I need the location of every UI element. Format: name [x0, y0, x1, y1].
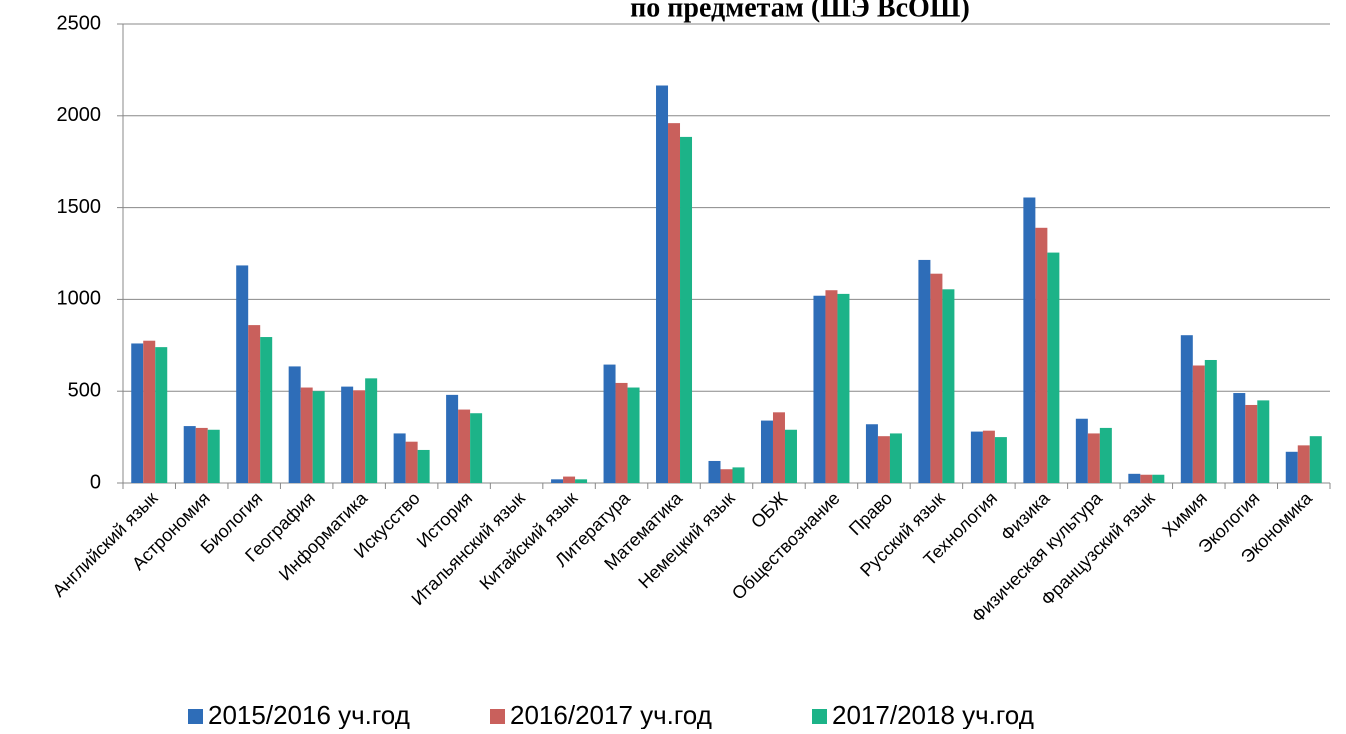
bar [656, 85, 669, 484]
x-tick-label: Химия [1158, 488, 1211, 541]
bar [720, 469, 733, 483]
y-tick-label: 1000 [57, 288, 102, 310]
bar [760, 420, 773, 483]
bar [288, 366, 301, 483]
bar [1023, 197, 1036, 483]
legend-label: 2016/2017 уч.год [510, 700, 712, 729]
bar [183, 426, 196, 483]
bar [341, 386, 354, 483]
y-tick-label: 1500 [57, 196, 102, 218]
bar [930, 273, 943, 483]
bar [195, 427, 208, 483]
x-tick-label: Немецкий язык [634, 488, 738, 592]
bar [680, 136, 693, 483]
bar [248, 325, 261, 483]
bar [889, 433, 902, 483]
bar [732, 467, 745, 483]
bar [603, 364, 616, 483]
bar [1180, 335, 1193, 483]
bar [575, 479, 588, 483]
bar [207, 429, 220, 483]
legend-label: 2015/2016 уч.год [208, 700, 410, 729]
y-tick-label: 2500 [57, 12, 102, 34]
bar [918, 259, 931, 483]
bar [446, 394, 459, 483]
bar [405, 441, 418, 483]
bar [942, 289, 955, 483]
bar [300, 387, 313, 483]
bar [260, 337, 273, 483]
bar [417, 449, 430, 483]
bar [563, 476, 576, 483]
y-tick-label: 500 [68, 379, 101, 401]
bar [1297, 445, 1310, 483]
bar [627, 387, 640, 483]
bar [131, 343, 144, 483]
bar [1233, 393, 1246, 483]
y-tick-label: 0 [90, 471, 101, 493]
bar [1309, 436, 1322, 483]
bar [668, 123, 681, 484]
bar [1192, 365, 1205, 483]
bar [1204, 359, 1217, 483]
bar [393, 433, 406, 483]
bar [143, 340, 156, 483]
bar [312, 391, 325, 483]
bar [365, 378, 378, 483]
bar [1128, 473, 1141, 483]
bar [353, 390, 366, 483]
bar [877, 436, 890, 483]
bar [155, 347, 168, 483]
bar [470, 413, 483, 483]
bar [1035, 227, 1048, 483]
bar [615, 382, 628, 483]
bar [813, 295, 826, 483]
bar [837, 293, 850, 483]
bar [784, 429, 797, 483]
legend-label: 2017/2018 уч.год [832, 700, 1034, 729]
bar [1075, 418, 1088, 483]
bar [772, 412, 785, 483]
bar [970, 431, 983, 483]
bar [1087, 433, 1100, 483]
bar [1152, 474, 1165, 483]
bar [458, 409, 471, 483]
bar [1099, 427, 1112, 483]
legend-swatch [188, 709, 203, 724]
y-tick-label: 2000 [57, 104, 102, 126]
bar [236, 265, 249, 483]
bar [708, 460, 721, 483]
bar [1245, 404, 1258, 483]
chart-title: по предметам (ШЭ ВсОШ) [630, 0, 970, 23]
legend-swatch [490, 709, 505, 724]
bar [994, 437, 1007, 483]
bar [1047, 252, 1060, 483]
x-tick-label: Право [845, 488, 896, 539]
bar [1140, 474, 1153, 483]
bar [865, 424, 878, 483]
x-tick-label: ОБЖ [747, 488, 791, 532]
bar [825, 290, 838, 483]
bar [1257, 400, 1270, 483]
bar [982, 430, 995, 483]
legend-swatch [812, 709, 827, 724]
bar [1285, 451, 1298, 483]
bar [551, 479, 564, 483]
